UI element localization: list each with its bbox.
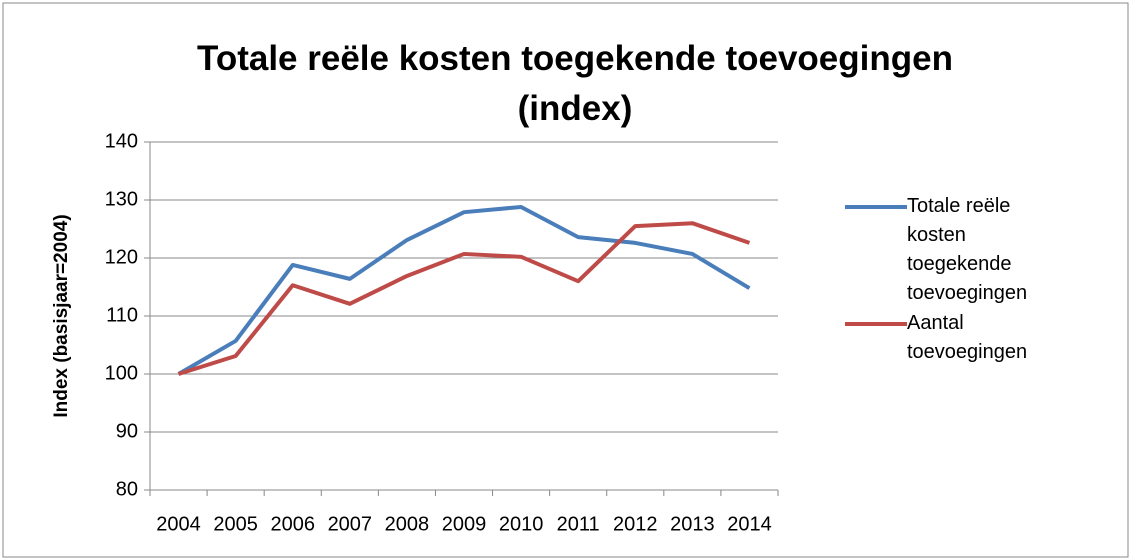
x-tick-label: 2004 (156, 513, 201, 535)
x-tick-label: 2009 (442, 513, 487, 535)
x-tick-label: 2012 (613, 513, 658, 535)
series-line (177, 204, 751, 376)
legend-swatch (845, 205, 907, 209)
x-tick-label: 2005 (213, 513, 258, 535)
y-axis-label: Index (basisjaar=2004) (51, 214, 72, 417)
chart-title: Totale reële kosten toegekende toevoegin… (197, 39, 953, 128)
x-tick-label: 2007 (328, 513, 373, 535)
x-tick-label: 2013 (670, 513, 715, 535)
legend-item: Totale reële kosten toegekende toevoegin… (845, 192, 1055, 308)
y-tick-label: 110 (106, 304, 138, 326)
x-tick-label: 2008 (385, 513, 430, 535)
legend-item: Aantal toevoegingen (845, 309, 1055, 367)
legend-label: Totale reële kosten toegekende toevoegin… (907, 195, 1028, 304)
y-tick-label: 100 (105, 362, 138, 384)
x-tick-label: 2014 (727, 513, 772, 535)
y-tick-label: 120 (105, 246, 138, 268)
x-tick-label: 2006 (270, 513, 315, 535)
x-tick-label: 2011 (557, 513, 600, 535)
y-tick-label: 130 (105, 188, 138, 210)
x-tick-label: 2010 (499, 513, 544, 535)
y-tick-label: 140 (105, 130, 138, 152)
series-line (177, 221, 751, 376)
legend-label: Aantal toevoegingen (907, 312, 1028, 363)
y-tick-label: 90 (116, 420, 138, 442)
y-tick-label: 80 (116, 478, 138, 500)
legend-swatch (845, 322, 907, 326)
